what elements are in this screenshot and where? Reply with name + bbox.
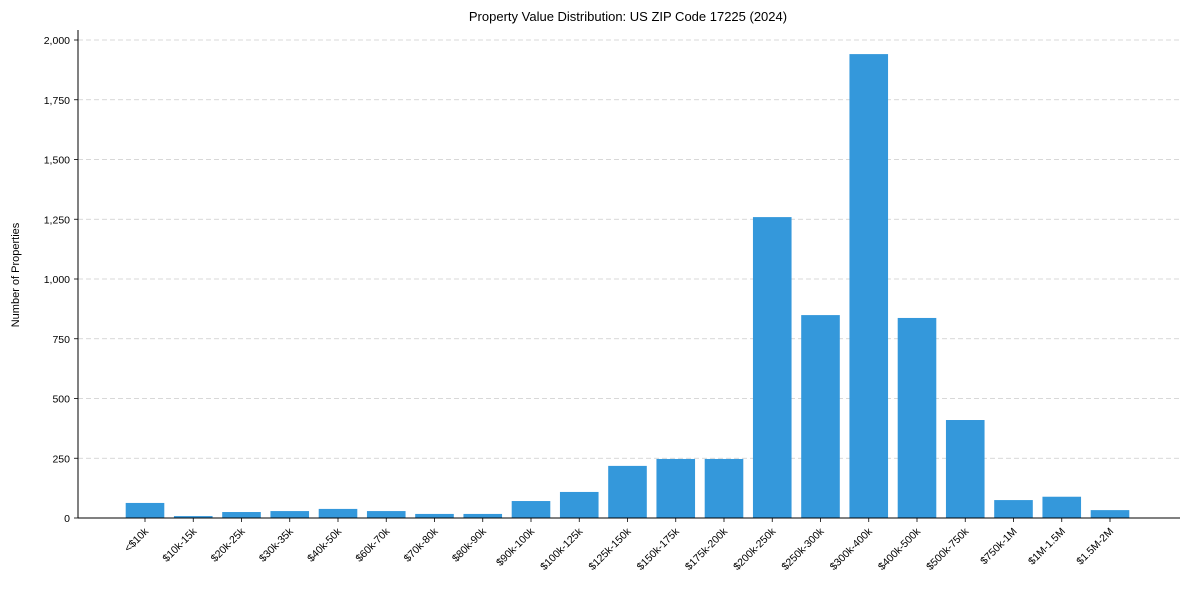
bar: [318, 508, 358, 518]
bar: [849, 54, 889, 518]
bar: [463, 513, 503, 518]
bar: [559, 491, 599, 518]
bar: [511, 501, 551, 518]
x-tick-label: $70k-80k: [402, 525, 442, 565]
x-tick-label: $10k-15k: [160, 525, 200, 565]
y-tick-label: 1,500: [44, 155, 70, 167]
x-tick-label: <$10k: [122, 525, 151, 554]
x-tick-label: $100k-125k: [538, 525, 586, 573]
bar: [608, 465, 647, 518]
y-tick-label: 750: [52, 334, 70, 346]
y-tick-label: 1,750: [44, 95, 70, 107]
x-tick-label: $60k-70k: [353, 525, 393, 565]
y-tick-label: 2,000: [44, 35, 70, 47]
bar: [801, 315, 840, 518]
bar: [897, 317, 937, 518]
x-tick-label: $40k-50k: [305, 525, 345, 565]
x-tick-label: $20k-25k: [209, 525, 249, 565]
x-tick-label: $500k-750k: [924, 525, 972, 573]
bar: [656, 458, 696, 518]
bar: [125, 502, 165, 518]
x-tick-label: $90k-100k: [494, 525, 538, 569]
bar: [1042, 496, 1082, 518]
bar: [704, 458, 744, 518]
x-tick-label: $250k-300k: [779, 525, 827, 573]
x-tick-label: $150k-175k: [635, 525, 683, 573]
bar: [994, 500, 1033, 518]
y-axis-label: Number of Properties: [10, 222, 22, 327]
bar: [752, 217, 792, 518]
y-tick-label: 250: [52, 453, 70, 465]
x-tick-label: $175k-200k: [683, 525, 731, 573]
x-tick-label: $80k-90k: [450, 525, 490, 565]
bar: [366, 511, 406, 518]
bar: [945, 420, 985, 518]
y-tick-label: 500: [52, 394, 70, 406]
bar: [222, 512, 261, 518]
x-tick-label: $400k-500k: [876, 525, 924, 573]
bar: [1090, 510, 1130, 518]
bar: [415, 513, 454, 518]
y-tick-label: 1,000: [44, 274, 70, 286]
x-tick-label: $125k-150k: [586, 525, 634, 573]
x-tick-label: $1M-1.5M: [1026, 526, 1068, 568]
x-tick-label: $300k-400k: [828, 525, 876, 573]
chart-title: Property Value Distribution: US ZIP Code…: [469, 9, 787, 24]
x-tick-label: $750k-1M: [978, 526, 1020, 568]
x-tick-label: $1.5M-2M: [1074, 526, 1116, 568]
bar: [173, 516, 213, 518]
x-tick-label: $30k-35k: [257, 525, 297, 565]
y-tick-label: 0: [64, 513, 70, 525]
y-tick-label: 1,250: [44, 214, 70, 226]
x-tick-label: $200k-250k: [731, 525, 779, 573]
bar: [270, 511, 310, 518]
